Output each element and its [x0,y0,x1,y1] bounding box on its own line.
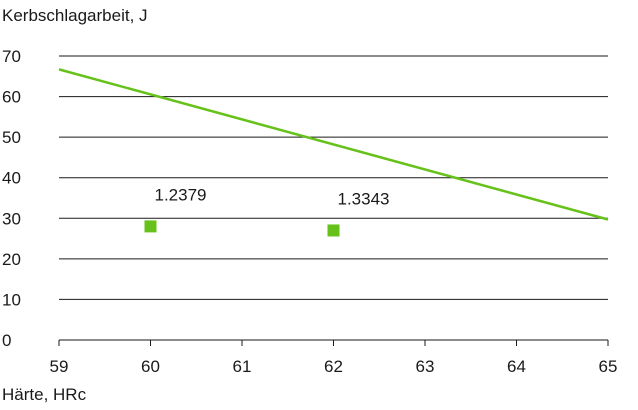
y-tick-label: 60 [2,88,21,107]
y-tick-label: 0 [2,331,11,350]
data-point [327,224,340,237]
x-axis: 59 60 61 62 63 64 65 [50,340,618,376]
y-tick-label: 70 [2,47,21,66]
x-axis-title: Härte, HRc [2,385,87,404]
x-tick-label: 62 [324,357,343,376]
x-tick-label: 60 [141,357,160,376]
y-tick-label: 40 [2,169,21,188]
y-tick-label: 20 [2,250,21,269]
x-tick-label: 65 [599,357,618,376]
trend-line [58,68,609,221]
x-tick-label: 59 [50,357,69,376]
y-tick-label: 10 [2,290,21,309]
y-tick-label: 30 [2,209,21,228]
data-points: 1.2379 1.3343 [144,185,390,237]
data-label: 1.2379 [155,185,207,204]
y-axis-title: Kerbschlagarbeit, J [2,6,148,25]
x-tick-label: 64 [507,357,526,376]
y-tick-label: 50 [2,128,21,147]
trend-line-group [58,68,609,221]
chart-plot: 0 10 20 30 40 50 60 70 59 60 61 62 63 64 65 1.2379 1.3… [2,47,618,376]
x-tick-label: 61 [233,357,252,376]
x-tick-label: 63 [416,357,435,376]
y-tick-labels: 0 10 20 30 40 50 60 70 [2,47,21,350]
data-point [144,220,157,233]
data-label: 1.3343 [338,189,390,208]
